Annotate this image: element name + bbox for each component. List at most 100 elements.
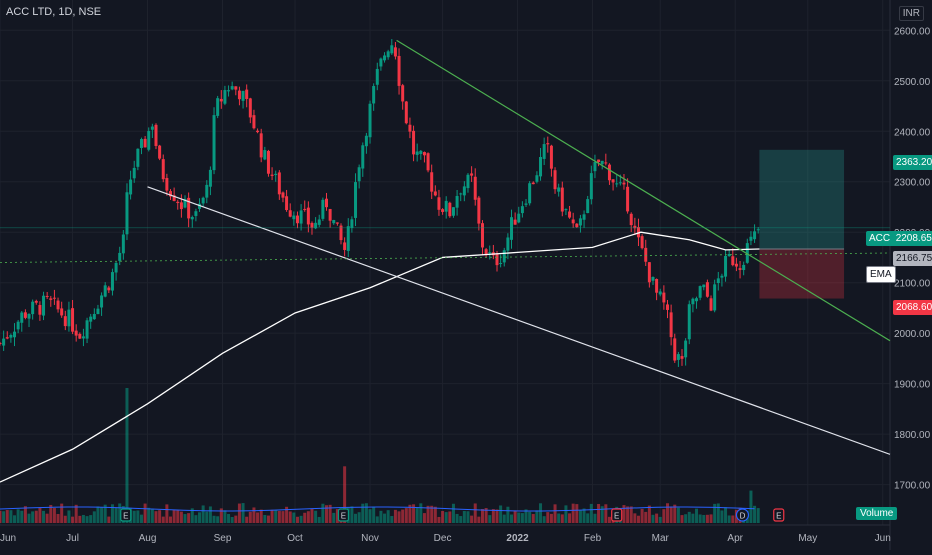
candle-body (658, 291, 662, 295)
ema-label-tag[interactable]: EMA (866, 266, 896, 283)
volume-bar (96, 506, 100, 523)
candle-body (107, 287, 111, 291)
volume-bar (78, 515, 82, 523)
candle-body (495, 253, 499, 266)
candle-body (263, 150, 267, 160)
candle-body (71, 308, 75, 332)
volume-bar (252, 507, 256, 523)
candle-body (34, 300, 38, 303)
x-tick-label: Jul (66, 533, 79, 544)
candle-body (720, 275, 724, 278)
candle-body (383, 55, 387, 61)
candle-body (586, 199, 590, 214)
candle-body (524, 203, 528, 205)
volume-bar (383, 513, 387, 523)
candle-body (430, 172, 434, 192)
candle-body (419, 150, 423, 155)
volume-bar (437, 516, 441, 523)
candle-body (103, 285, 107, 297)
currency-badge[interactable]: INR (898, 6, 924, 21)
candle-body (691, 298, 695, 305)
candle-body (332, 220, 336, 224)
candle-body (640, 236, 644, 249)
candle-body (223, 90, 227, 104)
x-tick-label: Nov (361, 533, 379, 544)
volume-bar (169, 516, 173, 523)
candle-body (230, 86, 234, 90)
volume-bar (724, 507, 728, 523)
y-tick-label: 2300.00 (894, 178, 931, 189)
volume-bar (698, 514, 702, 523)
y-tick-label: 2600.00 (894, 26, 931, 37)
stop-zone (759, 248, 845, 299)
candle-body (433, 191, 437, 196)
x-tick-label: Jun (0, 533, 16, 544)
candle-body (459, 193, 463, 195)
volume-bar (361, 503, 365, 523)
volume-bar (597, 504, 601, 523)
volume-bar (234, 515, 238, 523)
candle-body (92, 313, 96, 320)
candle-body (143, 138, 147, 148)
volume-bar (31, 511, 35, 523)
candle-body (183, 198, 187, 208)
volume-bar (386, 510, 390, 523)
candle-body (702, 284, 706, 288)
candle-body (270, 174, 274, 176)
candle-body (176, 201, 180, 204)
candle-body (680, 356, 684, 359)
candle-body (89, 316, 93, 322)
chart-title[interactable]: ACC LTD, 1D, NSE (6, 6, 102, 18)
volume-bar (277, 510, 281, 523)
volume-bar (23, 506, 27, 523)
volume-label: Volume (856, 507, 898, 520)
volume-bar (158, 510, 162, 523)
volume-bar (52, 508, 56, 523)
candle-body (473, 176, 477, 200)
volume-bar (107, 516, 111, 523)
volume-bar (332, 512, 336, 523)
candle-body (437, 197, 441, 210)
volume-bar (390, 516, 394, 523)
candle-body (165, 177, 169, 191)
volume-bar (42, 510, 46, 523)
candle-body (85, 320, 89, 339)
ema-dotted-line (0, 252, 891, 263)
candle-body (546, 143, 550, 145)
candle-body (408, 124, 412, 132)
candle-body (738, 268, 742, 270)
candle-body (169, 191, 173, 197)
volume-bar (114, 507, 118, 523)
volume-bar (720, 510, 724, 523)
candle-body (248, 98, 252, 118)
volume-bar (45, 513, 49, 523)
candle-body (339, 225, 343, 241)
volume-bar (578, 510, 582, 523)
candle-body (354, 182, 358, 218)
candle-body (136, 148, 140, 167)
candle-body (295, 215, 299, 224)
candle-body (317, 219, 321, 225)
candle-body (23, 312, 27, 318)
volume-bar (227, 513, 231, 523)
volume-bar (303, 512, 307, 523)
candle-body (67, 309, 71, 327)
candle-body (488, 252, 492, 254)
candle-body (731, 256, 735, 266)
candle-body (749, 236, 753, 241)
candle-body (292, 215, 296, 220)
volume-bar (237, 503, 241, 523)
volume-bar (488, 515, 492, 523)
volume-bar (71, 516, 75, 523)
candle-body (477, 197, 481, 224)
candle-body (52, 297, 56, 299)
candle-body (100, 295, 104, 308)
volume-bar (549, 513, 553, 523)
volume-bar (520, 513, 524, 523)
candle-body (575, 223, 579, 228)
candle-body (212, 115, 216, 171)
candle-body (56, 300, 60, 310)
candle-body (252, 115, 256, 129)
